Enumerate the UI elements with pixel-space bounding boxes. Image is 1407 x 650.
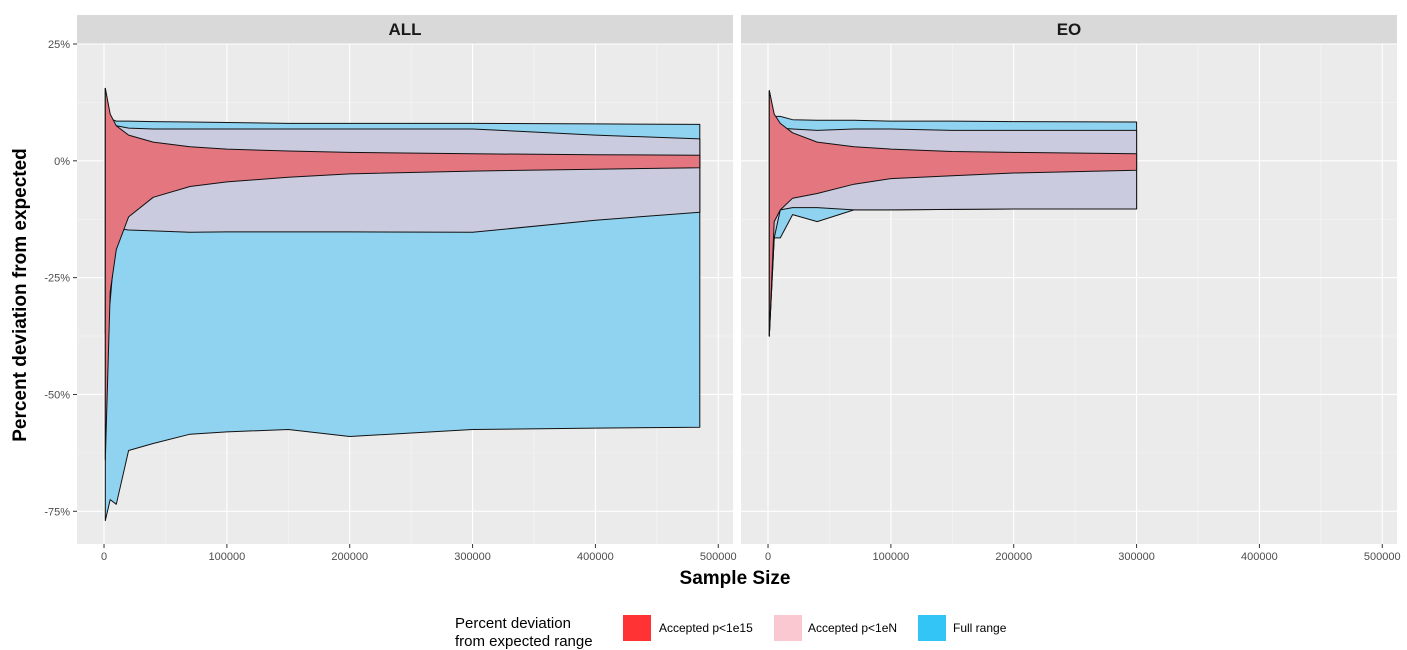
y-axis-title: Percent deviation from expected — [10, 148, 31, 442]
legend-title-line1: Percent deviation — [455, 615, 571, 632]
x-tick-label: 400000 — [1241, 551, 1278, 563]
x-tick-label: 100000 — [873, 551, 910, 563]
legend-key — [918, 615, 946, 641]
legend-label: Full range — [953, 621, 1007, 635]
x-tick-label: 500000 — [700, 551, 737, 563]
y-tick-label: -25% — [44, 273, 70, 285]
x-tick-label: 300000 — [1118, 551, 1155, 563]
facet-panel-eo: EO 0 100000 200000 300000 400000 500000 — [741, 15, 1401, 563]
x-tick-label: 100000 — [209, 551, 246, 563]
legend-items: Accepted p<1e15 Accepted p<1eN Full range — [623, 615, 1007, 641]
x-tick-label: 0 — [101, 551, 107, 563]
y-tick-label: 25% — [48, 39, 70, 51]
legend-item: Accepted p<1e15 — [623, 615, 753, 641]
legend-key — [774, 615, 802, 641]
legend-item: Full range — [918, 615, 1007, 641]
legend-label: Accepted p<1eN — [808, 621, 897, 635]
panels-layer: ALL 0 100000 200000 300000 400000 500000 25% 0% -… — [44, 15, 1401, 563]
legend: Percent deviation from expected range Ac… — [455, 615, 1007, 650]
legend-title-line2: from expected range — [455, 633, 593, 650]
legend-item: Accepted p<1eN — [774, 615, 897, 641]
x-tick-label: 300000 — [454, 551, 491, 563]
facet-strip — [77, 15, 733, 44]
ribbon-accepted-p-1e15 — [104, 87, 701, 461]
legend-key — [623, 615, 651, 641]
x-tick-label: 400000 — [577, 551, 614, 563]
facet-strip-label: ALL — [388, 20, 421, 39]
y-tick-label: -50% — [44, 389, 70, 401]
legend-label: Accepted p<1e15 — [659, 621, 753, 635]
plot-background — [741, 44, 1397, 544]
y-tick-label: 0% — [54, 156, 70, 168]
x-tick-label: 500000 — [1364, 551, 1401, 563]
facet-strip-label: EO — [1057, 20, 1082, 39]
x-tick-label: 0 — [765, 551, 771, 563]
facet-panel-all: ALL 0 100000 200000 300000 400000 500000 25% 0% -… — [44, 15, 737, 563]
x-tick-label: 200000 — [331, 551, 368, 563]
facet-strip — [741, 15, 1397, 44]
y-tick-label: -75% — [44, 506, 70, 518]
ribbon-accepted-p-1e15 — [768, 90, 1138, 337]
x-tick-label: 200000 — [995, 551, 1032, 563]
x-axis-title: Sample Size — [680, 568, 791, 589]
